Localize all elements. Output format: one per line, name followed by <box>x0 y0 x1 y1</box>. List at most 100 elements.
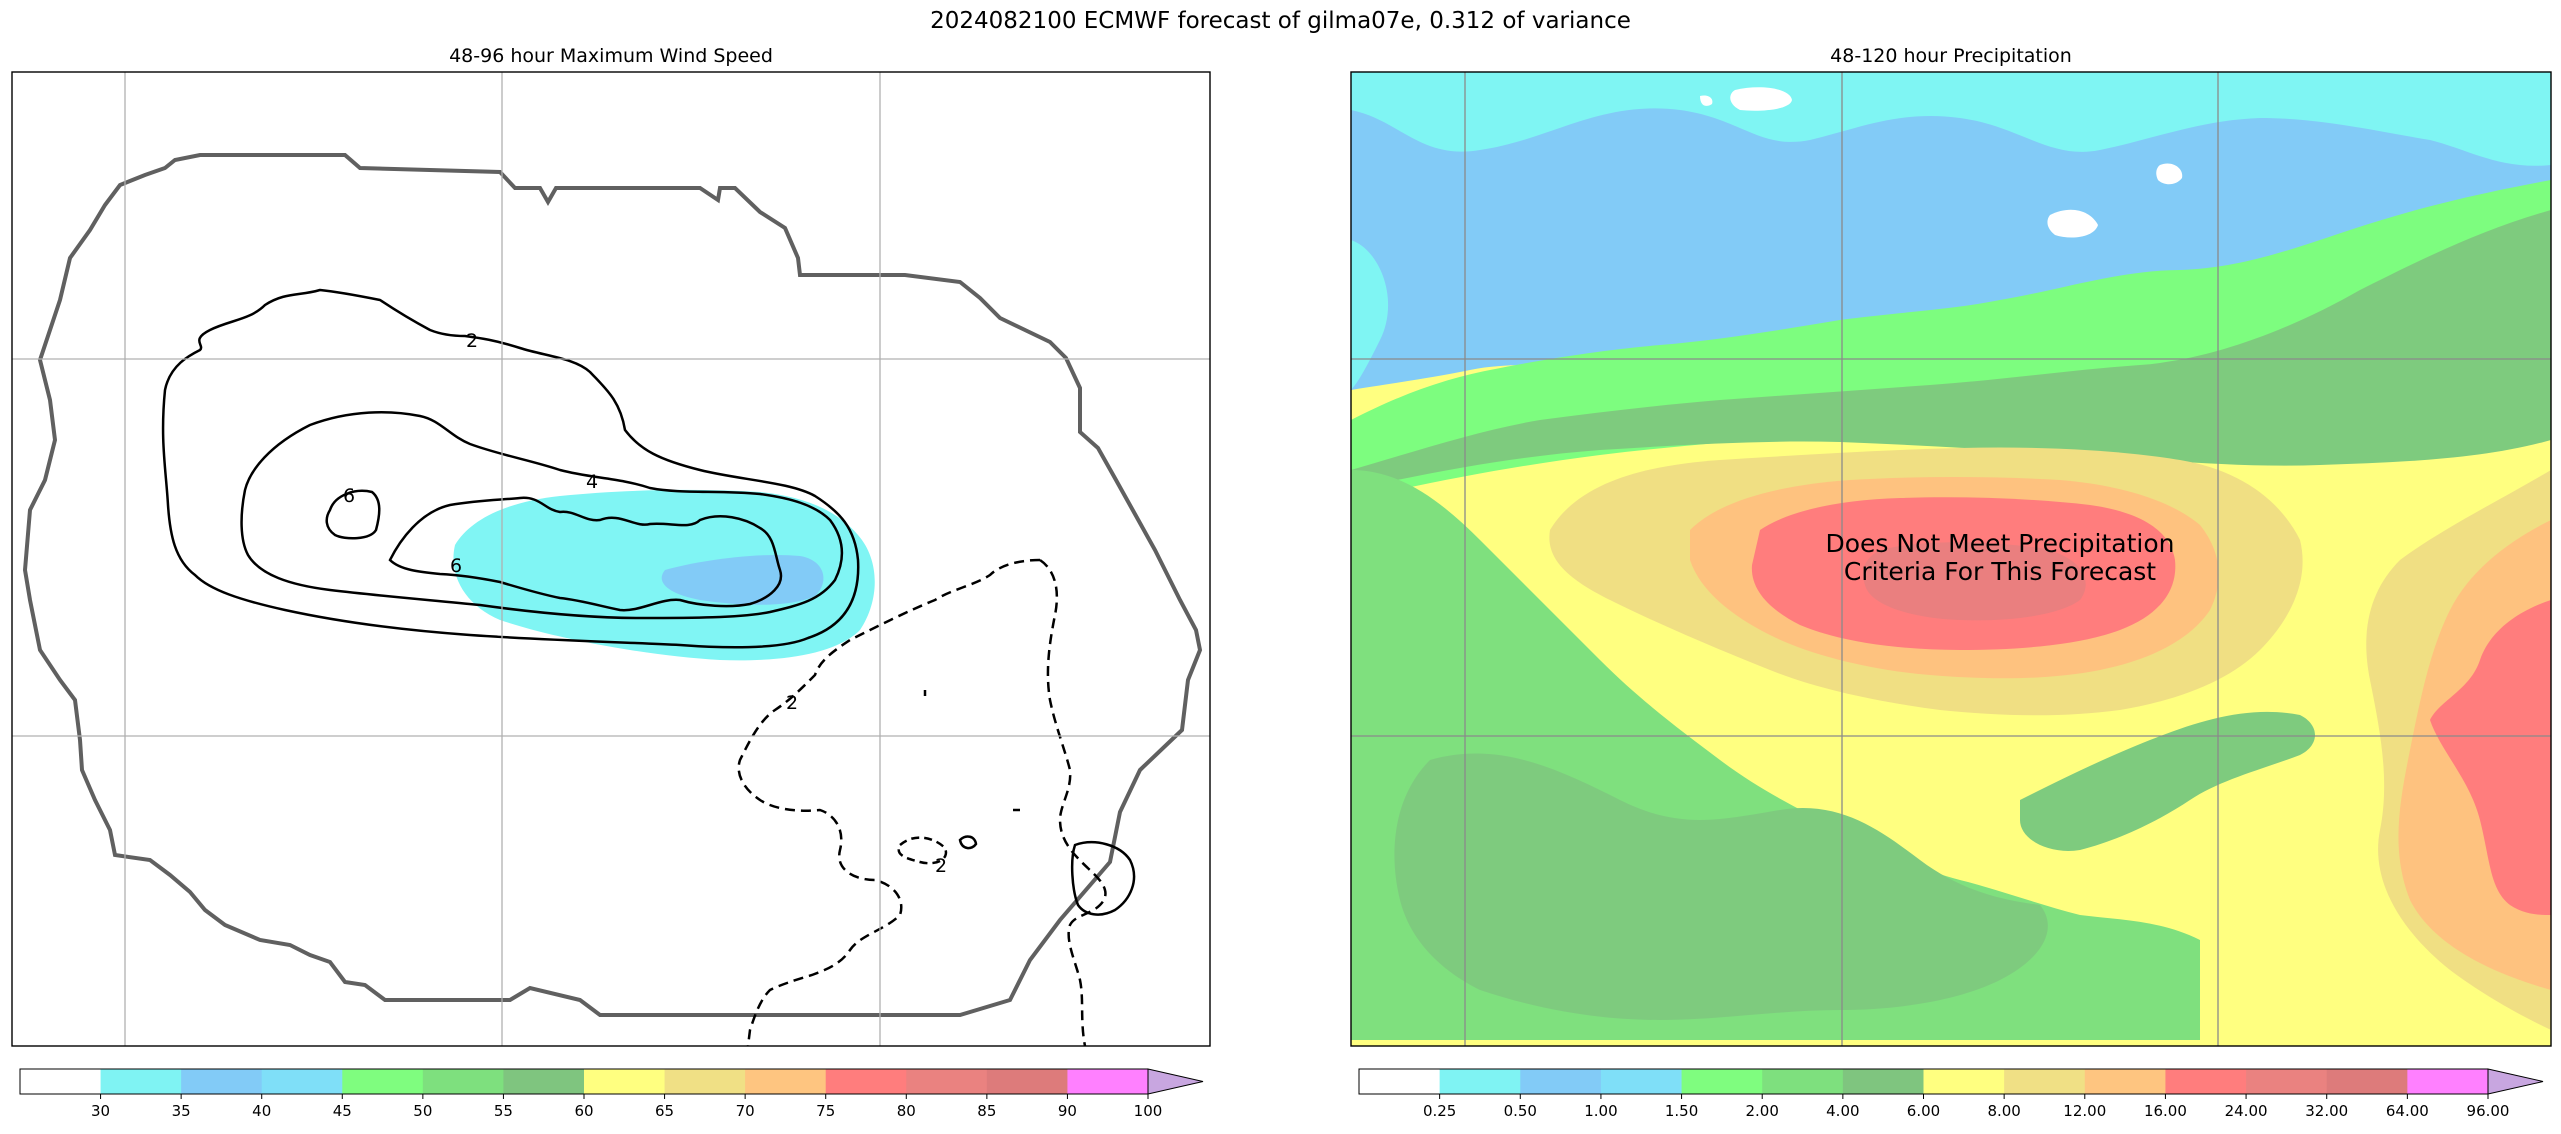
colorbar-segment <box>503 1069 585 1094</box>
colorbar-segment <box>2004 1069 2086 1094</box>
precip-gridlines <box>1351 72 2551 1046</box>
wind-contour-neg2 <box>737 558 1041 1046</box>
colorbar-segment <box>1439 1069 1521 1094</box>
colorbar-extend-arrow <box>2487 1068 2544 1095</box>
colorbar-segment <box>1520 1069 1602 1094</box>
contour-label-2: 2 <box>466 330 478 352</box>
colorbar-segment <box>1681 1069 1763 1094</box>
colorbar-tick-label: 100 <box>1133 1102 1163 1120</box>
colorbar-segment <box>1923 1069 2005 1094</box>
wind-contour-4 <box>240 411 844 620</box>
wind-panel-title: 48-96 hour Maximum Wind Speed <box>449 45 773 67</box>
colorbar-tick-label: 80 <box>896 1102 916 1120</box>
colorbar-segment <box>2165 1069 2247 1094</box>
precip-message-line-2: Criteria For This Forecast <box>1843 557 2157 586</box>
wind-fill-35-40 <box>661 554 824 605</box>
precip-fill-2.00 <box>1351 210 2551 490</box>
wind-contour-2 <box>161 288 860 649</box>
colorbar-segment <box>1359 1069 1441 1094</box>
colorbar-segment <box>2246 1069 2328 1094</box>
colorbar-segment <box>422 1069 504 1094</box>
colorbar-tick-label: 45 <box>332 1102 352 1120</box>
colorbar-tick-label: 35 <box>171 1102 191 1120</box>
precip-white-1 <box>1730 87 1792 111</box>
colorbar-tick-label: 24.00 <box>2224 1102 2268 1120</box>
colorbar-tick-label: 4.00 <box>1826 1102 1860 1120</box>
colorbar-extend-arrow <box>1147 1068 1204 1095</box>
colorbar-segment <box>906 1069 988 1094</box>
precip-white-4 <box>1700 95 1713 106</box>
colorbar-segment <box>181 1069 263 1094</box>
precip-map-frame <box>1350 71 2552 1047</box>
precip-white-3 <box>2156 163 2183 185</box>
contour-label-4: 4 <box>586 471 598 493</box>
colorbar-segment <box>1842 1069 1924 1094</box>
wind-outline <box>22 153 1203 1017</box>
contour-label-6-left: 6 <box>343 485 355 507</box>
colorbar-segment <box>1600 1069 1683 1094</box>
colorbar-tick-label: 2.00 <box>1745 1102 1779 1120</box>
wind-contour-small-2 <box>958 835 978 850</box>
colorbar-tick-label: 1.50 <box>1664 1102 1699 1120</box>
precip-fill-6.00 <box>1351 1040 2551 1046</box>
precip-panel-title: 48-120 hour Precipitation <box>1830 45 2072 67</box>
precip-darkgreen-right <box>2020 711 2315 851</box>
colorbar-tick-label: 12.00 <box>2063 1102 2107 1120</box>
contour-label-neg2-b: 2 <box>935 855 947 877</box>
precip-center-dark-red <box>1863 542 2086 621</box>
colorbar-tick-label: 0.25 <box>1422 1102 1457 1120</box>
contour-label-6-right: 6 <box>450 555 462 577</box>
colorbar-tick-label: 85 <box>977 1102 997 1120</box>
wind-gridlines <box>12 72 1210 1046</box>
colorbar-segment <box>2084 1069 2166 1094</box>
colorbar-tick-label: 64.00 <box>2385 1102 2429 1120</box>
wind-contour-neg2-lower <box>1039 558 1107 1046</box>
colorbar-segment <box>584 1069 666 1094</box>
colorbar-segment <box>2407 1069 2489 1094</box>
colorbar-segment <box>100 1069 182 1094</box>
colorbar-tick-label: 90 <box>1057 1102 1077 1120</box>
precip-criteria-message: Does Not Meet Precipitation Criteria For… <box>1700 530 2300 586</box>
precip-colorbar <box>1358 1068 2544 1099</box>
precip-fill-0.50 <box>1351 108 2551 390</box>
colorbar-segment <box>825 1069 907 1094</box>
precip-right-red <box>2430 600 2551 915</box>
wind-contour-6-right <box>388 496 783 612</box>
colorbar-tick-label: 60 <box>574 1102 594 1120</box>
precip-white-2 <box>2047 209 2098 238</box>
wind-contour-labels: 2 4 6 6 2 2 <box>343 330 947 877</box>
wind-colorbar <box>19 1068 1204 1099</box>
wind-map-frame <box>11 71 1211 1047</box>
colorbar-tick-label: 32.00 <box>2305 1102 2349 1120</box>
colorbar-tick-label: 75 <box>816 1102 836 1120</box>
colorbar-tick-label: 8.00 <box>1987 1102 2021 1120</box>
colorbar-segment <box>986 1069 1068 1094</box>
wind-contour-6-left <box>325 489 381 540</box>
wind-contour-small-1 <box>897 836 948 865</box>
colorbar-segment <box>745 1069 827 1094</box>
wind-contour-small-3 <box>1070 841 1136 916</box>
colorbar-segment <box>261 1069 343 1094</box>
colorbar-tick-label: 40 <box>252 1102 272 1120</box>
colorbar-tick-label: 50 <box>413 1102 433 1120</box>
colorbar-tick-label: 6.00 <box>1906 1102 1941 1120</box>
wind-map-panel <box>11 71 1211 1047</box>
colorbar-tick-label: 16.00 <box>2143 1102 2187 1120</box>
contour-label-neg2-a: 2 <box>786 692 798 714</box>
colorbar-segment <box>1762 1069 1844 1094</box>
precip-map-panel <box>1350 71 2552 1047</box>
colorbar-segment <box>2326 1069 2408 1094</box>
colorbar-segment <box>664 1069 746 1094</box>
figure-title: 2024082100 ECMWF forecast of gilma07e, 0… <box>930 8 1631 34</box>
colorbar-tick-label: 1.00 <box>1584 1102 1618 1120</box>
colorbar-tick-label: 65 <box>655 1102 675 1120</box>
colorbar-tick-label: 55 <box>493 1102 513 1120</box>
colorbar-tick-label: 0.50 <box>1503 1102 1537 1120</box>
colorbar-tick-label: 96.00 <box>2466 1102 2510 1120</box>
colorbar-segment <box>1067 1069 1149 1094</box>
colorbar-segment <box>20 1069 102 1094</box>
colorbar-tick-label: 30 <box>91 1102 111 1120</box>
precip-darkgreen-low <box>1394 753 2048 1020</box>
colorbar-segment <box>342 1069 424 1094</box>
